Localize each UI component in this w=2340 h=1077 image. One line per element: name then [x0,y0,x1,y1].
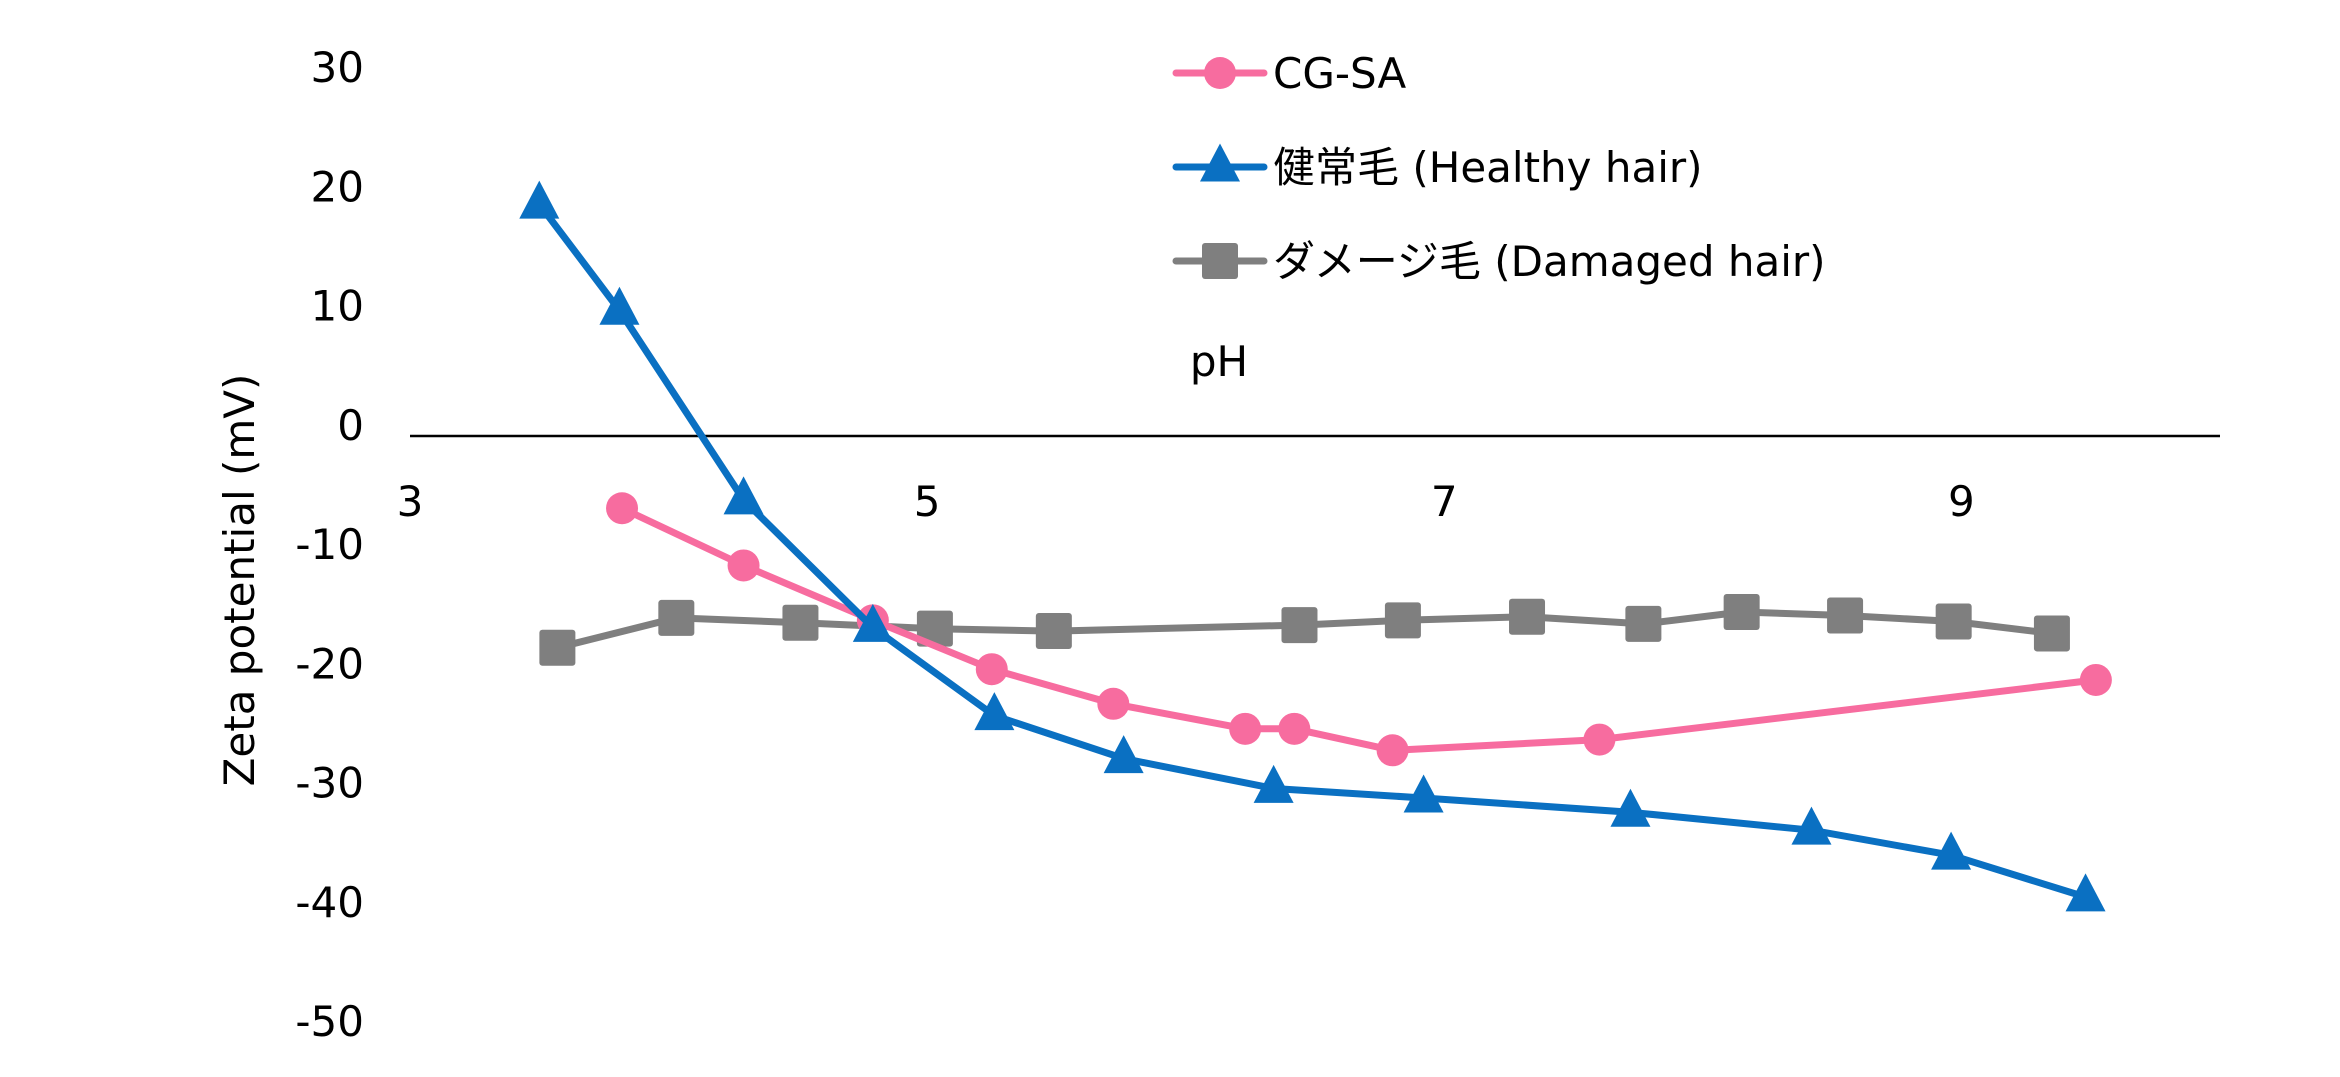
y-tick-label: -20 [295,639,364,688]
y-tick-label: 10 [311,282,364,331]
data-point [1035,613,1072,650]
series-0 [606,492,2112,767]
data-point [1278,712,1311,745]
legend-item: CG-SA [1172,49,1406,98]
data-point [2033,615,2070,652]
data-point [1827,597,1864,634]
data-point [782,604,819,641]
data-point [852,603,893,642]
data-point [723,476,764,515]
series-2 [539,593,2070,666]
data-point [606,492,639,525]
data-point [1583,723,1616,756]
x-tick-label: 5 [914,477,941,526]
legend-label: 健常毛 (Healthy hair) [1273,143,1703,192]
legend-item: ダメージ毛 (Damaged hair) [1172,237,1826,286]
x-tick-label: 3 [397,477,424,526]
series-line [618,504,2100,754]
data-point [1723,593,1760,630]
data-point [1229,712,1262,745]
y-tick-labels: 30 20 10 0 -10 -20 -30 -40 -50 [295,43,364,1046]
data-point [974,692,1015,731]
x-tick-label: 7 [1431,477,1458,526]
y-tick-label: 30 [311,43,364,92]
data-point [727,549,760,582]
data-point [1403,774,1444,813]
data-point [2079,663,2112,696]
data-point [1610,788,1651,827]
y-tick-label: -40 [295,878,364,927]
y-axis-title: Zeta potential (mV) [215,374,264,787]
data-point [658,599,695,636]
x-axis-title: pH [1190,337,1248,386]
legend-label: ダメージ毛 (Damaged hair) [1273,237,1826,286]
data-point [539,629,576,666]
x-tick-labels: 3 5 7 9 [397,477,1975,526]
y-tick-label: -10 [295,520,364,569]
y-tick-label: -30 [295,759,364,808]
data-point [1935,603,1972,640]
series-1 [519,180,2106,912]
data-point [1253,764,1294,803]
series-line [535,200,2089,901]
y-tick-label: 20 [311,162,364,211]
data-point [1097,687,1130,720]
data-point [1791,806,1832,845]
data-point [916,610,953,647]
data-point [1281,607,1318,644]
legend-marker [1204,57,1236,89]
legend-marker [1200,143,1240,182]
data-point [599,286,640,325]
data-point [1625,605,1662,642]
data-point [1103,735,1144,774]
data-point [2065,873,2106,912]
legend-label: CG-SA [1273,49,1406,98]
legend-item: 健常毛 (Healthy hair) [1172,143,1703,192]
series-layer [519,180,2112,912]
y-tick-label: 0 [337,401,364,450]
legend: CG-SA 健常毛 (Healthy hair) ダメージ毛 (Damaged ha… [1172,49,1826,286]
legend-marker [1202,243,1238,279]
data-point [519,180,560,219]
data-point [1384,602,1421,639]
data-point [1931,831,1972,870]
x-tick-label: 9 [1948,477,1975,526]
data-point [975,653,1008,686]
data-point [1376,734,1409,767]
data-point [1509,598,1546,635]
y-tick-label: -50 [295,997,364,1046]
